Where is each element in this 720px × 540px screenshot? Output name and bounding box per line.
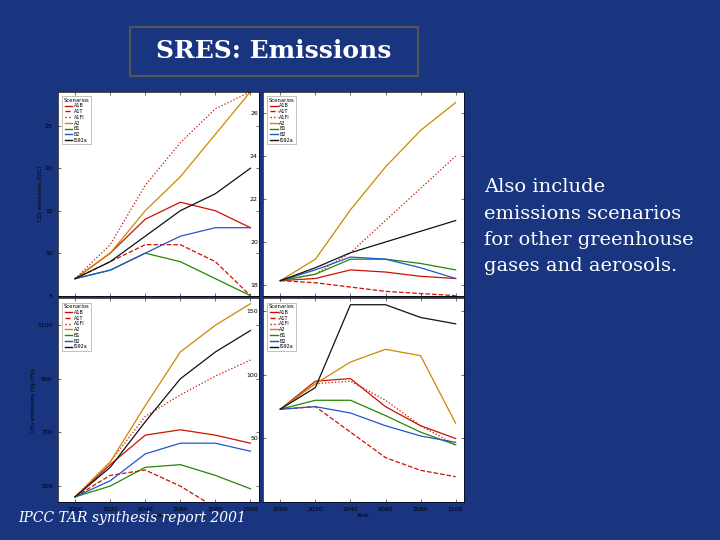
Legend: A1B, A1T, A1FI, A2, B1, B2, IS92a: A1B, A1T, A1FI, A2, B1, B2, IS92a	[62, 96, 91, 144]
X-axis label: Year: Year	[152, 514, 165, 518]
Y-axis label: CO₂ emissions (GtC): CO₂ emissions (GtC)	[38, 166, 43, 221]
Text: SRES: Emissions: SRES: Emissions	[156, 39, 391, 63]
Y-axis label: CH₄ emissions (Tg CH₄): CH₄ emissions (Tg CH₄)	[31, 368, 36, 432]
X-axis label: Year: Year	[357, 514, 370, 518]
Legend: A1B, A1T, A1FI, A2, B1, B2, IS92a: A1B, A1T, A1FI, A2, B1, B2, IS92a	[267, 303, 296, 351]
Legend: A1B, A1T, A1FI, A2, B1, B2, IS92a: A1B, A1T, A1FI, A2, B1, B2, IS92a	[62, 303, 91, 351]
Text: Also include
emissions scenarios
for other greenhouse
gases and aerosols.: Also include emissions scenarios for oth…	[484, 178, 693, 275]
Text: IPCC TAR synthesis report 2001: IPCC TAR synthesis report 2001	[19, 511, 246, 525]
Legend: A1B, A1T, A1FI, A2, B1, B2, IS92a: A1B, A1T, A1FI, A2, B1, B2, IS92a	[267, 96, 296, 144]
